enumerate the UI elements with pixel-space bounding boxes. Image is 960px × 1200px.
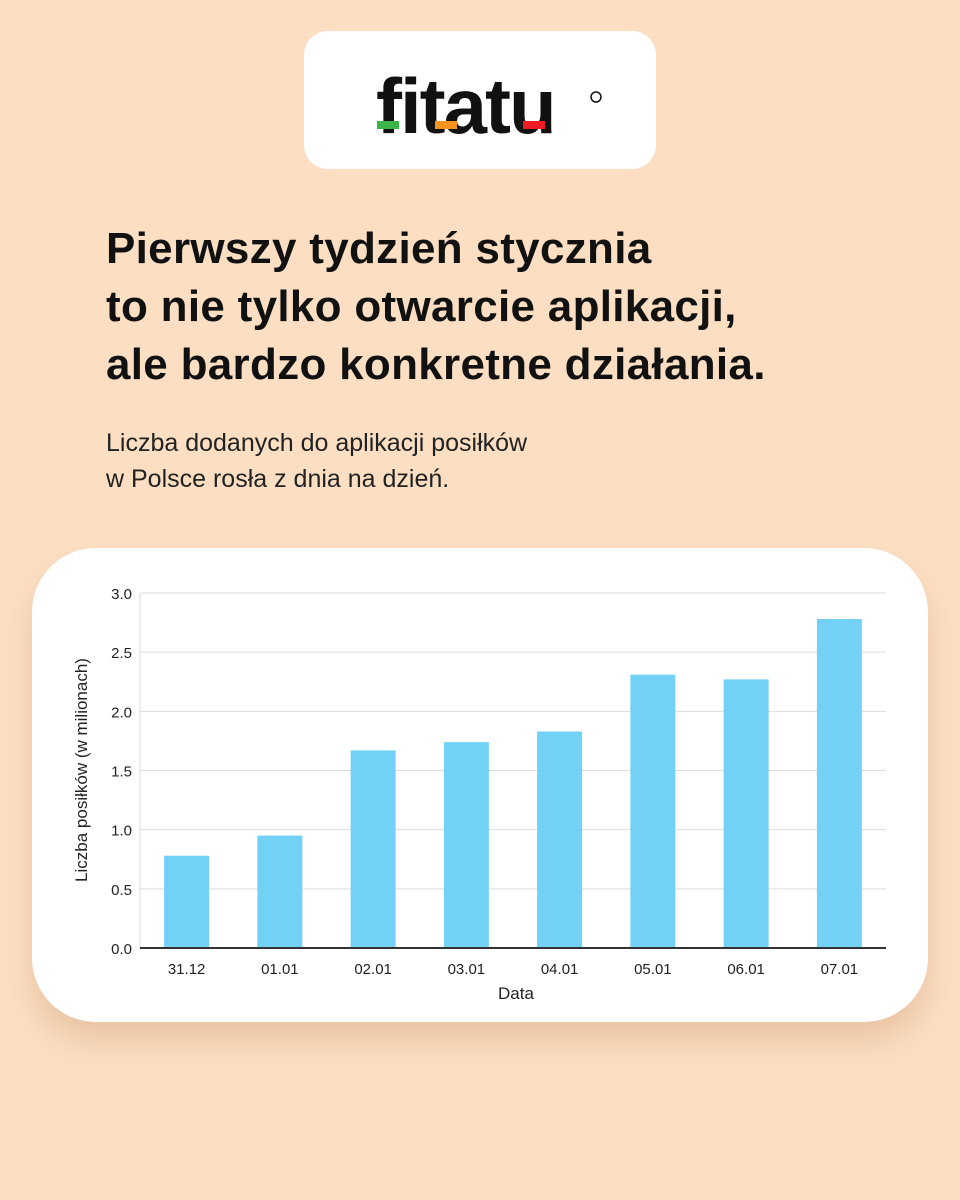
subtitle-line: Liczba dodanych do aplikacji posiłków: [106, 429, 528, 457]
y-tick-label: 2.5: [111, 645, 132, 662]
logo-accent-green: [377, 121, 399, 129]
bar: [537, 731, 583, 948]
headline-line: Pierwszy tydzień stycznia: [106, 224, 652, 273]
x-tick-label: 05.01: [634, 961, 672, 978]
bar: [816, 619, 862, 948]
bar: [164, 855, 210, 948]
x-tick-label: 07.01: [821, 961, 859, 978]
registered-mark-icon: [590, 91, 602, 103]
x-tick-label: 06.01: [727, 961, 765, 978]
bar-chart: Liczba posiłków (w milionach) Data 0.00.…: [72, 586, 886, 1003]
y-tick-label: 2.0: [111, 704, 132, 721]
x-tick-label: 04.01: [541, 961, 579, 978]
headline-line: ale bardzo konkretne działania.: [106, 340, 766, 389]
subtitle-line: w Polsce rosła z dnia na dzień.: [106, 465, 450, 493]
x-tick-label: 01.01: [261, 961, 299, 978]
plot-area: 0.0 0.5 1.0 1.5 2.0 2.5 3.0 31.12 01.01 02.01 03.0…: [111, 586, 886, 978]
logo-accent-orange: [435, 121, 457, 129]
chart-card: Liczba posiłków (w milionach) Data 0.0 0.…: [32, 548, 928, 1022]
x-tick-label: 31.12: [168, 961, 206, 978]
y-axis-label: Liczba posiłków (w milionach): [72, 658, 91, 882]
x-axis-label: Data: [498, 984, 534, 1003]
x-tick-label: 03.01: [448, 961, 486, 978]
headline: Pierwszy tydzień stycznia to nie tylko o…: [106, 220, 766, 394]
logo-card: fitatu: [304, 31, 656, 169]
y-tick-label: 0.5: [111, 882, 132, 899]
y-tick-label: 0.0: [111, 941, 132, 958]
y-tick-label: 1.0: [111, 823, 132, 840]
subtitle: Liczba dodanych do aplikacji posiłków w …: [106, 425, 527, 497]
bar: [443, 742, 489, 948]
fitatu-logo: fitatu: [376, 62, 602, 150]
bar: [723, 679, 769, 948]
x-tick-label: 02.01: [354, 961, 392, 978]
bar: [630, 674, 676, 948]
logo-accent-red: [523, 121, 545, 129]
headline-line: to nie tylko otwarcie aplikacji,: [106, 282, 737, 331]
bar: [257, 835, 303, 948]
logo-text: fitatu: [376, 62, 555, 150]
y-tick-label: 3.0: [111, 586, 132, 603]
bar: [350, 750, 396, 948]
y-tick-label: 1.5: [111, 764, 132, 781]
